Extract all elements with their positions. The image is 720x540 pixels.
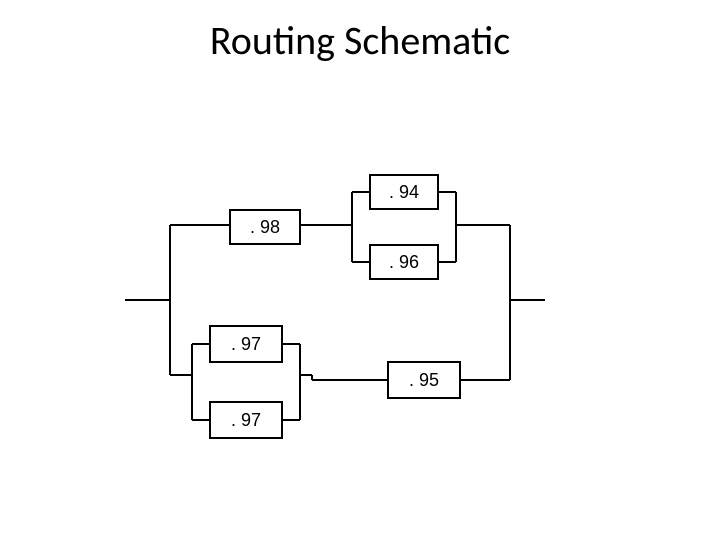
block-value: . 95 [409,370,439,390]
block-value: . 94 [389,182,419,202]
block-value: . 96 [389,252,419,272]
block-value: . 97 [231,410,261,430]
block-value: . 97 [231,334,261,354]
routing-schematic: . 98 . 94 . 96 . 97 . 97 . 95 [0,0,720,540]
block-value: . 98 [250,217,280,237]
